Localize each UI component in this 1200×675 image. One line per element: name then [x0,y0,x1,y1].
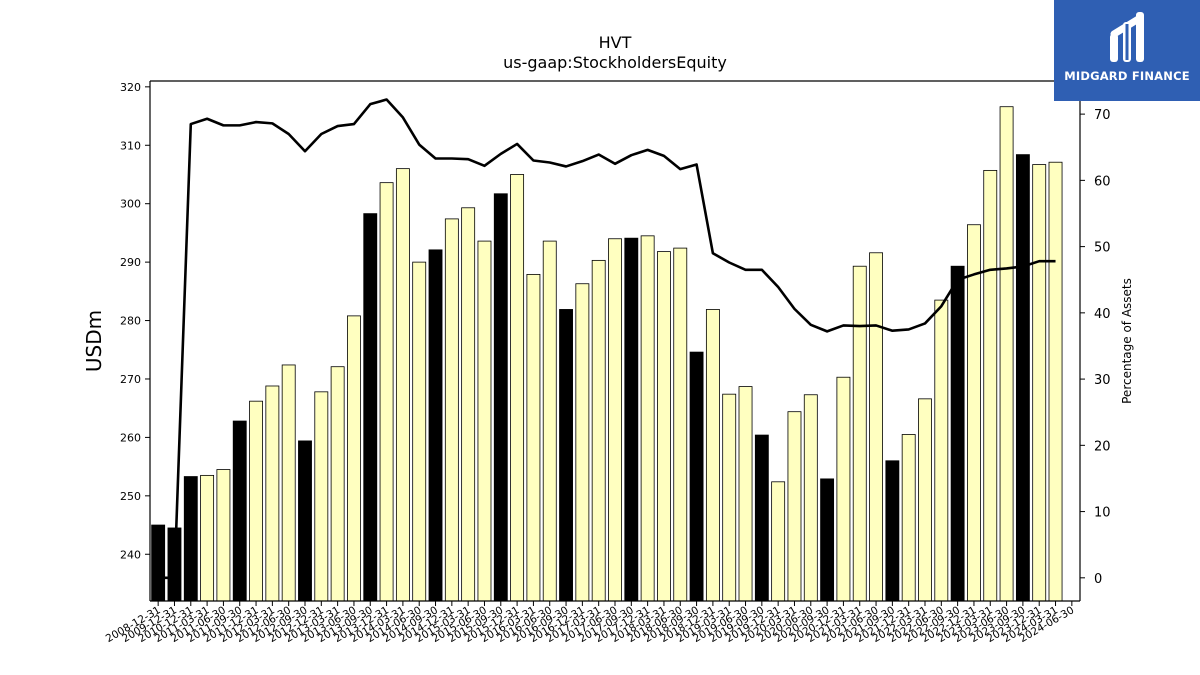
bar [673,247,688,602]
bar [493,193,508,602]
y2-tick-label: 40 [1094,307,1111,322]
chart-title: HVT [599,33,632,52]
bar [249,400,263,602]
bar [820,478,835,602]
bar [461,207,476,602]
bar [950,265,965,602]
bar-series [151,106,1063,602]
bar [281,364,296,602]
y2-tick-label: 30 [1094,373,1111,388]
bar [738,386,753,602]
bar [151,524,166,602]
y2-tick-label: 0 [1094,572,1102,587]
bar [428,249,443,602]
bar [379,182,394,602]
y-tick-label: 320 [120,81,141,94]
bar [1015,154,1030,602]
bar [526,273,541,602]
bar [624,237,639,602]
bar [852,265,867,602]
bar [803,394,818,602]
bar [999,106,1014,602]
bar [722,393,737,602]
bar [885,460,900,602]
bar [787,411,802,602]
bar [771,481,786,602]
bar [477,240,492,602]
y-tick-label: 310 [120,139,141,152]
y-axis-ticks: 240 250 260 270 280 290 300 310 320 [120,81,150,561]
y-tick-label: 250 [120,490,141,503]
bar [363,213,378,602]
chart-subtitle: us-gaap:StockholdersEquity [503,53,727,72]
bar [216,469,231,602]
bar [542,240,557,602]
bar [901,434,916,602]
bar [967,224,981,602]
y2-tick-label: 50 [1094,241,1111,256]
bar [608,238,622,602]
y2-tick-label: 60 [1094,174,1111,189]
bar [575,283,590,602]
bar [689,351,704,602]
y-axis-title: USDm [82,310,106,372]
y2-tick-label: 20 [1094,439,1111,454]
y2-axis-title: Percentage of Assets [1120,278,1134,404]
bar [1048,161,1063,602]
y2-axis-ticks: 0 10 20 30 40 50 60 70 [1080,108,1111,587]
y-tick-label: 240 [120,548,141,561]
y2-tick-label: 10 [1094,506,1111,521]
bar [200,474,215,602]
bar [412,261,427,602]
bar [395,168,410,602]
bar [559,309,573,602]
line-series [158,98,1056,580]
x-axis-ticks: 2008-12-312009-12-312010-12-312011-03-31… [104,601,1076,645]
bar [640,235,655,602]
bar [298,440,312,602]
logo-text: MIDGARD FINANCE [1064,69,1190,83]
bar [705,309,720,602]
y-tick-label: 270 [120,373,141,386]
bar [444,218,459,602]
bar [1032,164,1047,602]
midgard-logo-icon [1110,12,1144,62]
bar [314,391,329,602]
y-tick-label: 260 [120,431,141,444]
bar [265,385,280,602]
bar [836,376,851,602]
bar [657,251,671,602]
bar [983,169,998,602]
bar [510,174,525,602]
y-tick-label: 290 [120,256,141,269]
y-tick-label: 280 [120,315,141,328]
bar [869,252,883,602]
bar [330,366,345,602]
bar [232,420,247,602]
bar [754,434,769,602]
bar [591,259,606,602]
y2-tick-label: 70 [1094,108,1111,123]
percentage-line [158,98,1056,580]
bar [918,398,932,602]
bar [183,476,198,602]
brand-logo: MIDGARD FINANCE [1054,0,1200,101]
bar [347,315,361,602]
y-tick-label: 300 [120,198,141,211]
bar [934,299,949,602]
